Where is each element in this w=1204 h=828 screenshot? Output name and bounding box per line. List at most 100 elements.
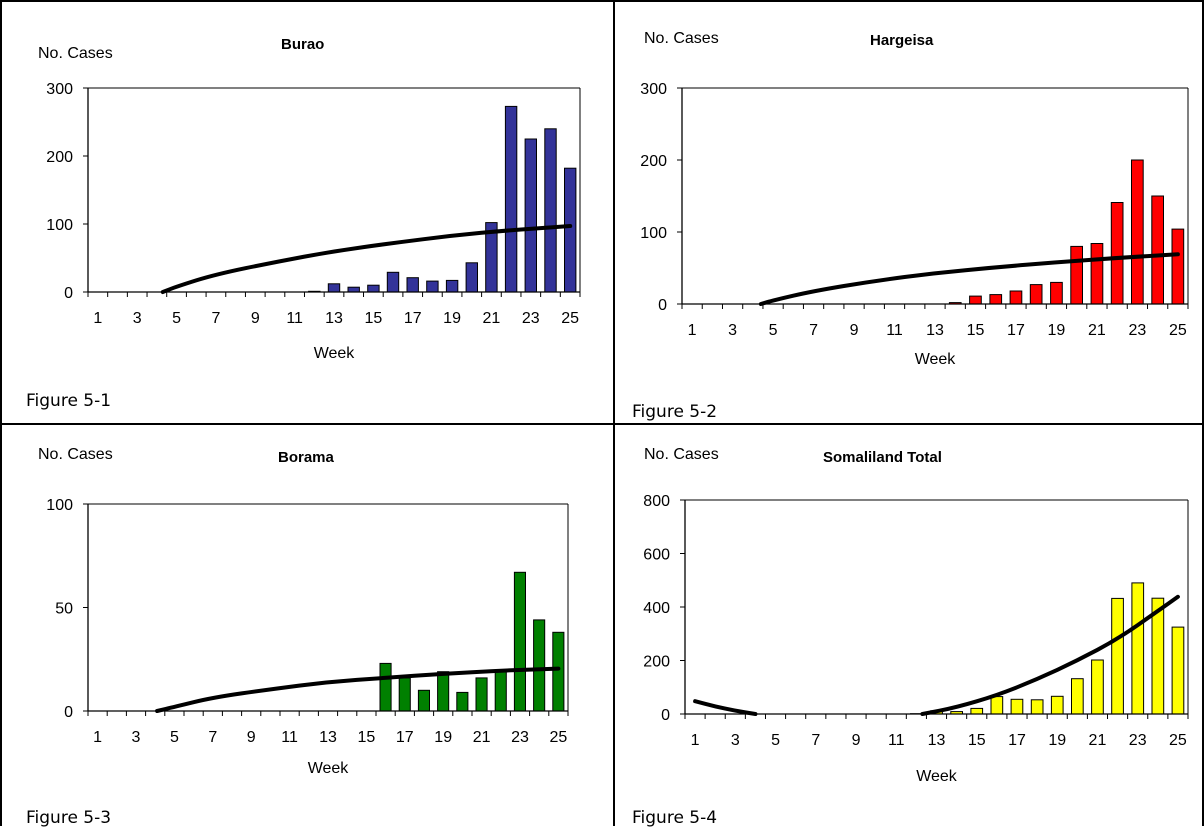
bar-week-16 bbox=[387, 272, 398, 292]
bar-week-19 bbox=[1051, 696, 1063, 714]
x-tick-label: 13 bbox=[926, 322, 944, 339]
y-tick-label: 300 bbox=[46, 81, 73, 98]
bar-week-23 bbox=[525, 139, 536, 292]
x-tick-label: 17 bbox=[404, 310, 422, 327]
y-tick-label: 0 bbox=[64, 285, 73, 302]
bar-week-13 bbox=[328, 284, 339, 292]
bar-week-18 bbox=[427, 281, 438, 292]
bar-week-19 bbox=[446, 280, 457, 292]
y-tick-label: 300 bbox=[640, 81, 667, 98]
x-tick-label: 13 bbox=[325, 310, 343, 327]
x-tick-label: 1 bbox=[93, 729, 102, 746]
x-tick-label: 11 bbox=[886, 322, 903, 339]
x-axis-title: Week bbox=[916, 768, 958, 785]
y-tick-label: 0 bbox=[658, 297, 667, 314]
figure-caption: Figure 5-4 bbox=[632, 808, 717, 828]
x-tick-label: 19 bbox=[443, 310, 461, 327]
x-tick-label: 21 bbox=[473, 729, 491, 746]
y-tick-label: 400 bbox=[643, 600, 670, 617]
x-tick-label: 25 bbox=[561, 310, 579, 327]
x-tick-label: 23 bbox=[511, 729, 529, 746]
bar-week-24 bbox=[545, 129, 556, 292]
x-tick-label: 17 bbox=[1008, 732, 1026, 749]
bar-week-20 bbox=[466, 263, 477, 292]
x-tick-label: 7 bbox=[809, 322, 818, 339]
x-tick-label: 9 bbox=[251, 310, 260, 327]
y-tick-label: 100 bbox=[46, 497, 73, 514]
bar-week-21 bbox=[476, 678, 487, 711]
bar-week-18 bbox=[1031, 700, 1043, 714]
x-tick-label: 9 bbox=[852, 732, 861, 749]
x-axis-title: Week bbox=[308, 760, 350, 777]
x-tick-label: 3 bbox=[133, 310, 142, 327]
x-tick-label: 23 bbox=[522, 310, 540, 327]
bar-week-23 bbox=[514, 572, 525, 711]
y-tick-label: 200 bbox=[643, 654, 670, 671]
x-axis-title: Week bbox=[915, 351, 957, 368]
y-tick-label: 50 bbox=[55, 601, 73, 618]
x-tick-label: 1 bbox=[93, 310, 102, 327]
x-tick-label: 23 bbox=[1129, 732, 1147, 749]
bar-week-17 bbox=[399, 678, 410, 711]
y-tick-label: 600 bbox=[643, 547, 670, 564]
bar-week-25 bbox=[1172, 229, 1184, 304]
x-tick-label: 3 bbox=[728, 322, 737, 339]
bar-week-14 bbox=[348, 287, 359, 292]
x-tick-label: 1 bbox=[688, 322, 697, 339]
x-tick-label: 7 bbox=[211, 310, 220, 327]
x-tick-label: 5 bbox=[172, 310, 181, 327]
bar-week-18 bbox=[418, 690, 429, 711]
x-tick-label: 17 bbox=[396, 729, 414, 746]
x-tick-label: 7 bbox=[208, 729, 217, 746]
bar-week-15 bbox=[970, 296, 982, 304]
bar-week-15 bbox=[971, 708, 983, 714]
bar-week-18 bbox=[1030, 285, 1042, 304]
bar-week-24 bbox=[534, 620, 545, 711]
x-tick-label: 21 bbox=[1089, 732, 1107, 749]
x-tick-label: 25 bbox=[550, 729, 568, 746]
y-tick-label: 100 bbox=[46, 217, 73, 234]
bar-week-15 bbox=[368, 285, 379, 292]
bar-week-17 bbox=[1011, 699, 1023, 714]
x-tick-label: 5 bbox=[170, 729, 179, 746]
y-tick-label: 100 bbox=[640, 225, 667, 242]
x-tick-label: 15 bbox=[364, 310, 382, 327]
bar-week-20 bbox=[1071, 246, 1083, 304]
x-tick-label: 21 bbox=[483, 310, 501, 327]
x-axis-title: Week bbox=[314, 345, 356, 362]
trend-line bbox=[695, 701, 755, 714]
x-tick-label: 5 bbox=[769, 322, 778, 339]
x-tick-label: 19 bbox=[434, 729, 452, 746]
x-tick-label: 23 bbox=[1129, 322, 1147, 339]
y-tick-label: 0 bbox=[64, 704, 73, 721]
bar-week-25 bbox=[1172, 627, 1184, 714]
bar-week-21 bbox=[1092, 660, 1104, 714]
x-tick-label: 15 bbox=[358, 729, 376, 746]
bar-week-23 bbox=[1132, 160, 1144, 304]
x-tick-label: 13 bbox=[319, 729, 337, 746]
bar-week-19 bbox=[1051, 282, 1063, 304]
x-tick-label: 11 bbox=[286, 310, 303, 327]
bar-week-22 bbox=[1112, 598, 1124, 714]
x-tick-label: 19 bbox=[1048, 322, 1066, 339]
bar-week-21 bbox=[1091, 244, 1103, 305]
bar-week-25 bbox=[553, 632, 564, 711]
x-tick-label: 1 bbox=[691, 732, 700, 749]
figure-caption: Figure 5-2 bbox=[632, 402, 717, 422]
x-tick-label: 17 bbox=[1007, 322, 1025, 339]
x-tick-label: 9 bbox=[247, 729, 256, 746]
bar-week-22 bbox=[1111, 203, 1123, 305]
x-tick-label: 25 bbox=[1169, 732, 1187, 749]
bar-week-16 bbox=[380, 663, 391, 711]
x-tick-label: 21 bbox=[1088, 322, 1106, 339]
x-tick-label: 3 bbox=[731, 732, 740, 749]
bar-week-22 bbox=[495, 672, 506, 711]
x-tick-label: 11 bbox=[888, 732, 905, 749]
x-tick-label: 15 bbox=[968, 732, 986, 749]
bar-week-19 bbox=[438, 672, 449, 711]
